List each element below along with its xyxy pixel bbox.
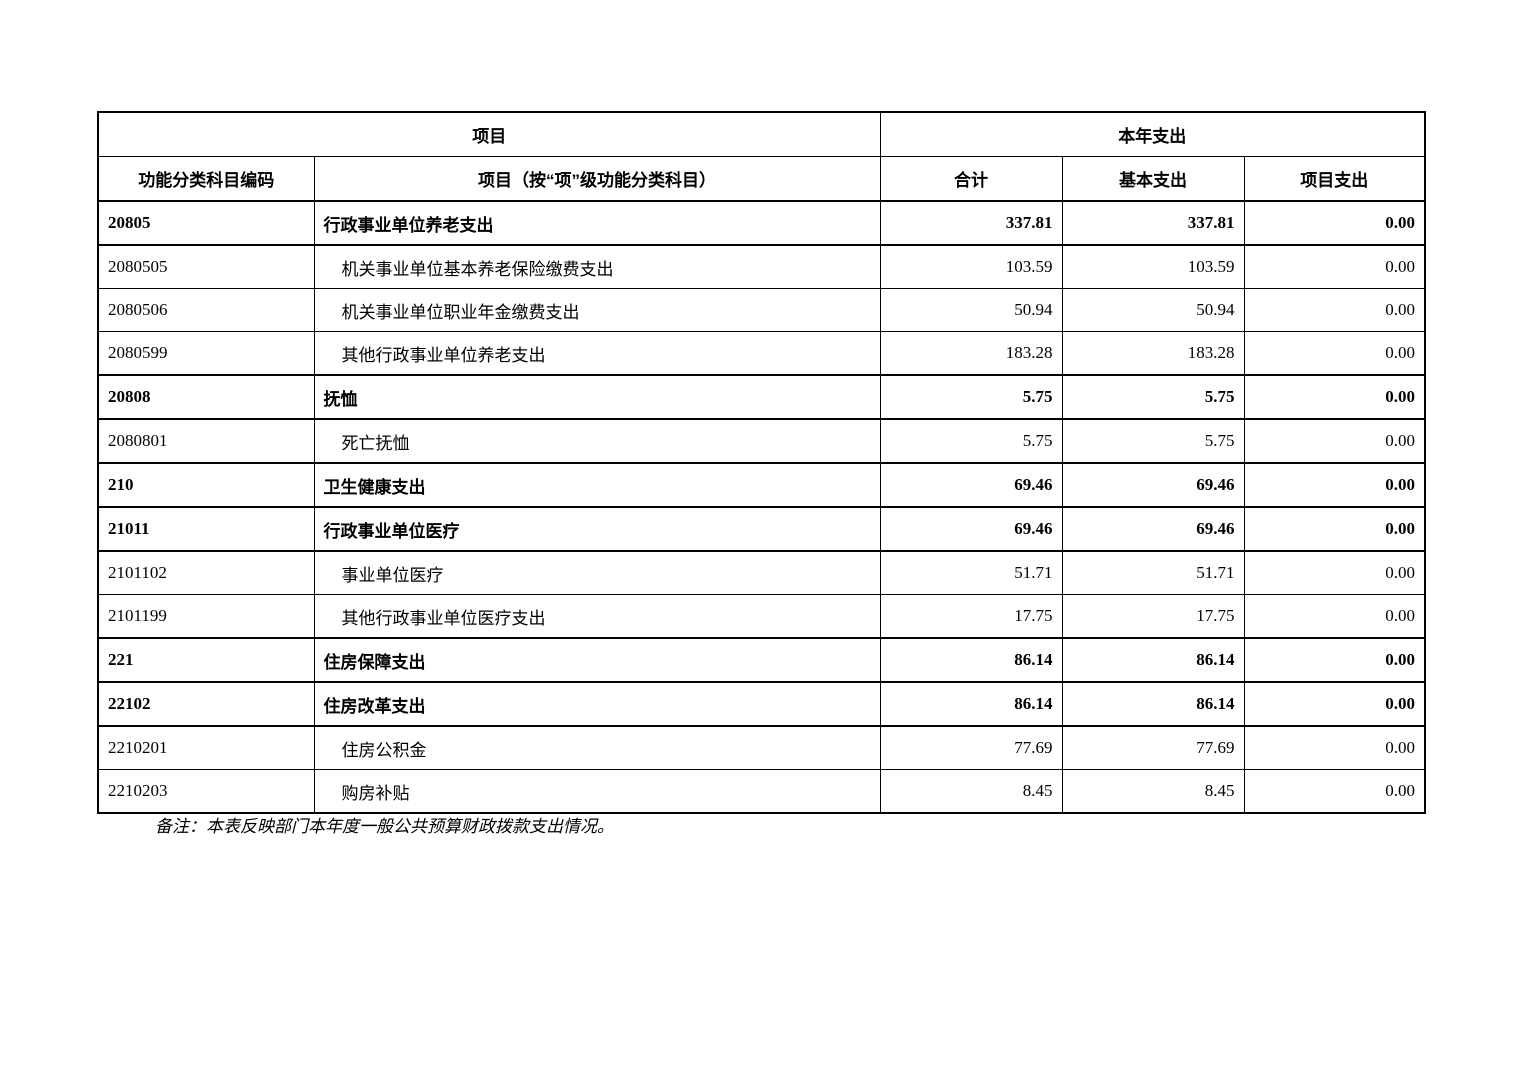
table-row: 2101102 事业单位医疗 51.71 51.71 0.00 [97,550,1426,595]
row-code: 2080599 [97,331,315,376]
header-col-total: 合计 [879,156,1063,202]
row-name: 死亡抚恤 [313,418,881,464]
row-basic: 103.59 [1061,244,1245,289]
table-row: 221 住房保障支出 86.14 86.14 0.00 [97,637,1426,683]
row-name: 事业单位医疗 [313,550,881,595]
header-columns-row: 功能分类科目编码 项目（按“项”级功能分类科目） 合计 基本支出 项目支出 [97,156,1426,202]
row-project: 0.00 [1243,550,1426,595]
header-group-row: 项目 本年支出 [97,111,1426,157]
row-code: 20808 [97,374,315,420]
row-total: 51.71 [879,550,1063,595]
row-code: 2101199 [97,594,315,639]
row-basic: 86.14 [1061,637,1245,683]
row-project: 0.00 [1243,769,1426,814]
row-total: 8.45 [879,769,1063,814]
row-total: 50.94 [879,288,1063,332]
table-row: 21011 行政事业单位医疗 69.46 69.46 0.00 [97,506,1426,552]
row-name: 住房公积金 [313,725,881,770]
row-project: 0.00 [1243,637,1426,683]
row-code: 2080505 [97,244,315,289]
row-code: 22102 [97,681,315,727]
row-basic: 69.46 [1061,462,1245,508]
table-row: 2210203 购房补贴 8.45 8.45 0.00 [97,769,1426,814]
row-code: 2080506 [97,288,315,332]
row-code: 2210201 [97,725,315,770]
header-col-project-expenditure: 项目支出 [1243,156,1426,202]
row-name: 其他行政事业单位养老支出 [313,331,881,376]
row-total: 86.14 [879,681,1063,727]
row-total: 86.14 [879,637,1063,683]
row-project: 0.00 [1243,288,1426,332]
row-basic: 8.45 [1061,769,1245,814]
row-basic: 17.75 [1061,594,1245,639]
row-basic: 51.71 [1061,550,1245,595]
table-row: 2210201 住房公积金 77.69 77.69 0.00 [97,725,1426,770]
header-col-basic-expenditure: 基本支出 [1061,156,1245,202]
row-code: 2080801 [97,418,315,464]
row-project: 0.00 [1243,506,1426,552]
table-row: 2101199 其他行政事业单位医疗支出 17.75 17.75 0.00 [97,594,1426,639]
row-name: 卫生健康支出 [313,462,881,508]
header-group-project: 项目 [97,111,881,157]
row-name: 住房改革支出 [313,681,881,727]
table-row: 2080801 死亡抚恤 5.75 5.75 0.00 [97,418,1426,464]
row-basic: 69.46 [1061,506,1245,552]
row-name: 机关事业单位基本养老保险缴费支出 [313,244,881,289]
row-basic: 86.14 [1061,681,1245,727]
row-total: 183.28 [879,331,1063,376]
table-row: 2080599 其他行政事业单位养老支出 183.28 183.28 0.00 [97,331,1426,376]
row-name: 购房补贴 [313,769,881,814]
table-row: 20808 抚恤 5.75 5.75 0.00 [97,374,1426,420]
table-row: 210 卫生健康支出 69.46 69.46 0.00 [97,462,1426,508]
row-project: 0.00 [1243,244,1426,289]
row-project: 0.00 [1243,418,1426,464]
footnote: 备注：本表反映部门本年度一般公共预算财政拨款支出情况。 [155,817,614,836]
row-project: 0.00 [1243,594,1426,639]
row-project: 0.00 [1243,462,1426,508]
row-basic: 5.75 [1061,374,1245,420]
table-body: 20805 行政事业单位养老支出 337.81 337.81 0.00 2080505 机关… [97,200,1426,814]
row-total: 69.46 [879,506,1063,552]
row-code: 221 [97,637,315,683]
table-row: 22102 住房改革支出 86.14 86.14 0.00 [97,681,1426,727]
row-code: 2101102 [97,550,315,595]
header-group-current-year-expenditure: 本年支出 [879,111,1426,157]
row-project: 0.00 [1243,725,1426,770]
row-basic: 337.81 [1061,200,1245,246]
row-total: 17.75 [879,594,1063,639]
row-total: 5.75 [879,418,1063,464]
row-project: 0.00 [1243,331,1426,376]
row-project: 0.00 [1243,681,1426,727]
row-code: 210 [97,462,315,508]
row-code: 20805 [97,200,315,246]
row-name: 行政事业单位养老支出 [313,200,881,246]
budget-table: 项目 本年支出 功能分类科目编码 项目（按“项”级功能分类科目） 合计 基本支出… [97,111,1427,814]
row-total: 77.69 [879,725,1063,770]
header-col-item: 项目（按“项”级功能分类科目） [313,156,881,202]
header-col-function-code: 功能分类科目编码 [97,156,315,202]
row-name: 机关事业单位职业年金缴费支出 [313,288,881,332]
row-total: 103.59 [879,244,1063,289]
row-project: 0.00 [1243,374,1426,420]
row-total: 69.46 [879,462,1063,508]
row-basic: 77.69 [1061,725,1245,770]
row-name: 行政事业单位医疗 [313,506,881,552]
row-basic: 50.94 [1061,288,1245,332]
row-total: 5.75 [879,374,1063,420]
row-project: 0.00 [1243,200,1426,246]
row-basic: 5.75 [1061,418,1245,464]
row-code: 21011 [97,506,315,552]
table-row: 20805 行政事业单位养老支出 337.81 337.81 0.00 [97,200,1426,246]
row-name: 抚恤 [313,374,881,420]
row-basic: 183.28 [1061,331,1245,376]
table-row: 2080505 机关事业单位基本养老保险缴费支出 103.59 103.59 0.00 [97,244,1426,289]
table-row: 2080506 机关事业单位职业年金缴费支出 50.94 50.94 0.00 [97,288,1426,332]
row-total: 337.81 [879,200,1063,246]
row-name: 住房保障支出 [313,637,881,683]
row-code: 2210203 [97,769,315,814]
row-name: 其他行政事业单位医疗支出 [313,594,881,639]
